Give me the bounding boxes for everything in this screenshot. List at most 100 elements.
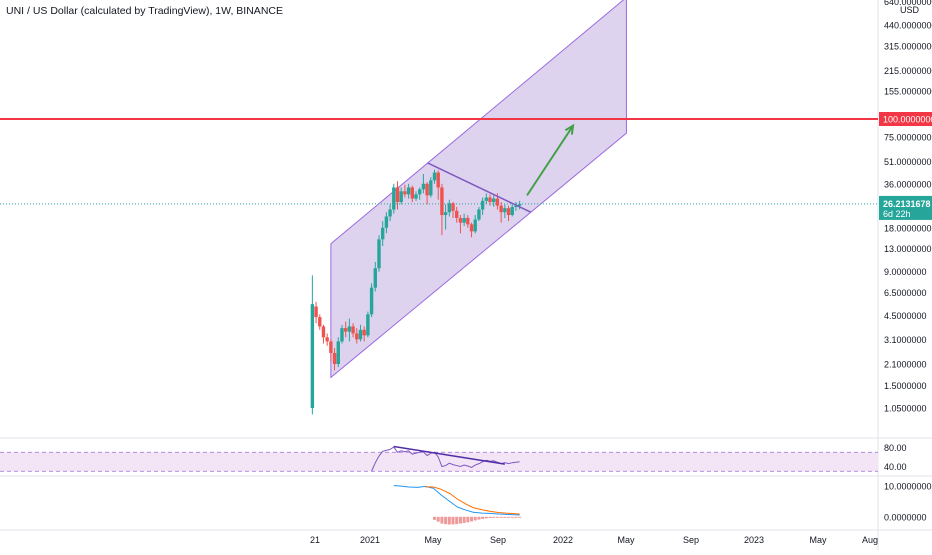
macd-histogram-bar [495,516,499,518]
price-tick-label: 9.0000000 [884,267,927,277]
macd-histogram-bar [492,516,496,518]
macd-tick-label: 10.0000000 [884,482,932,492]
candle-body [466,217,470,225]
candle-body [384,216,389,228]
price-tick-label: 155.0000000 [884,87,932,97]
price-tick-label: 215.0000000 [884,66,932,76]
macd-histogram-bar [440,516,444,524]
chart-title: UNI / US Dollar (calculated by TradingVi… [6,5,283,17]
rsi-band [0,452,878,472]
candle-body [451,203,455,211]
price-tick-label: 4.5000000 [884,311,927,321]
price-tick-label: 36.0000000 [884,179,932,189]
projection-arrow [526,125,574,196]
candle-body [380,227,385,240]
macd-line [393,485,520,516]
candle-body [377,239,381,269]
candle-body [506,208,511,216]
countdown-label: 6d 22h [883,209,911,219]
candle-body [310,304,315,408]
price-tick-label: 440.0000000 [884,21,932,31]
candle-body [340,328,344,342]
time-tick-label: Sep [683,535,699,545]
price-tick-label: 1.0500000 [884,404,927,414]
price-tick-label: 51.0000000 [884,157,932,167]
level-badge-label: 100.0000000 [883,115,932,125]
macd-histogram-bar [510,516,514,518]
macd-histogram-bar [473,516,477,521]
macd-histogram-bar [462,516,466,523]
price-unit-label: USD [900,5,920,15]
candle-body [469,224,474,232]
price-tick-label: 315.0000000 [884,42,932,52]
projection-arrow-head [564,123,575,135]
time-tick-label: May [617,535,635,545]
candle-body [388,209,392,217]
candle-body [355,333,359,340]
candle-body [332,352,337,365]
candle-body [429,180,433,196]
descending-trendline [427,162,532,213]
price-tick-label: 1.5000000 [884,381,927,391]
candle-body [343,328,348,332]
candle-body [406,187,411,195]
level-badge [879,112,932,126]
rsi-tick-label: 40.00 [884,462,907,472]
rsi-tick-label: 80.00 [884,443,907,453]
candle-body [510,206,514,216]
candle-body [495,198,500,206]
macd-histogram-bar [499,516,503,518]
macd-histogram-bar [436,516,440,522]
price-tick-label: 3.1000000 [884,335,927,345]
macd-histogram-bar [488,516,492,519]
candle-body [484,197,489,201]
macd-histogram-bar [481,516,485,519]
candle-body [473,219,477,232]
macd-histogram-bar [444,516,448,525]
macd-histogram-bar [458,516,462,524]
candle-body [492,198,496,203]
candle-body [403,191,407,195]
candle-body [336,341,340,365]
signal-line [424,486,520,515]
candle-body [347,326,352,332]
macd-histogram-bar [433,516,437,520]
macd-histogram-bar [447,516,451,525]
candle-body [373,268,377,288]
last-price-badge [879,195,932,220]
candle-body [369,287,374,315]
candle-body [458,217,463,223]
rsi-divergence-line [393,445,505,465]
macd-histogram-bar [470,516,474,522]
time-tick-label: 2023 [744,535,764,545]
candle-body [410,187,415,199]
macd-histogram-bar [507,516,511,518]
candle-body [503,208,507,213]
candle-body [514,205,518,207]
macd-histogram-bar [455,516,459,525]
parallel-channel [330,0,627,379]
macd-histogram-bar [451,516,455,525]
candle-body [436,172,440,188]
price-tick-label: 2.1000000 [884,360,927,370]
candle-body [488,197,492,203]
candle-body [477,209,481,220]
candle-body [395,187,400,203]
candle-body [462,217,466,223]
time-tick-label: Sep [490,535,506,545]
candle-body [499,205,503,213]
rsi-line [371,446,520,472]
price-tick-label: 18.0000000 [884,223,932,233]
candle-body [418,189,422,195]
candle-body [455,210,459,218]
candle-body [399,191,403,203]
time-tick-label: May [809,535,827,545]
price-tick-label: 640.0000000 [884,0,932,7]
last-price-label: 26.2131678 [883,199,931,209]
time-tick-label: 21 [310,535,320,545]
time-tick-label: Aug [862,535,878,545]
candle-body [480,200,485,210]
macd-histogram-bar [477,516,481,520]
